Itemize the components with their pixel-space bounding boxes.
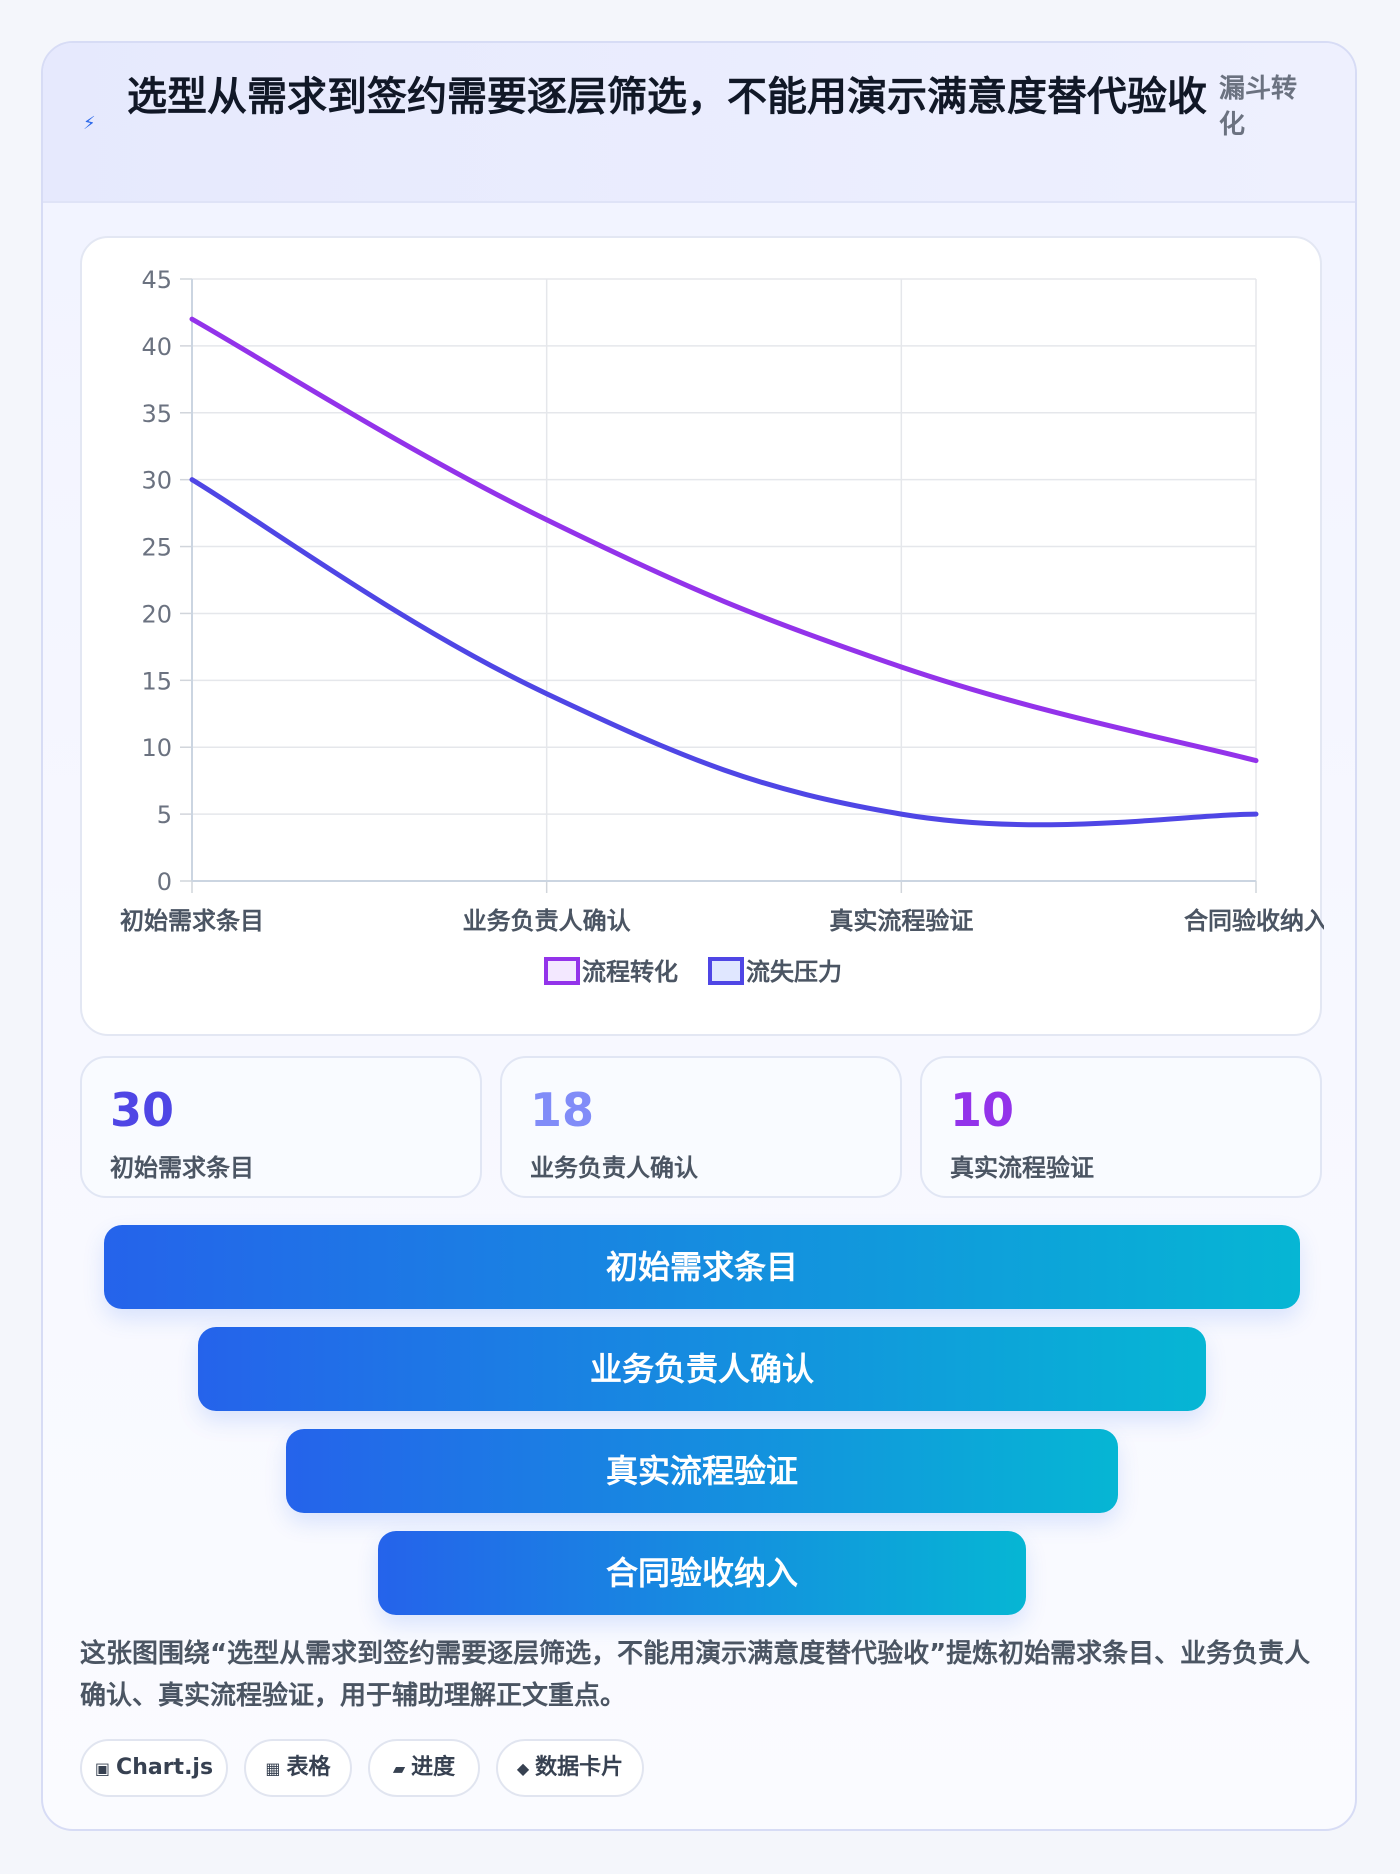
- stat-label: 真实流程验证: [950, 1154, 1094, 1182]
- chip-label: Chart.js: [116, 1755, 214, 1780]
- chip-data-card[interactable]: ◆ 数据卡片: [496, 1739, 644, 1797]
- lightning-icon: ⚡: [83, 113, 96, 134]
- y-tick-label: 45: [141, 266, 172, 294]
- series-line-1: [189, 316, 1259, 764]
- table-icon: ▦: [265, 1759, 281, 1778]
- chart-panel: 0 5 10 15 20 25 30 35 40 45 初始需求条目 业务负责人确认 真实流程验证 合同验…: [80, 236, 1324, 1036]
- chart-description: 这张图围绕“选型从需求到签约需要逐层筛选，不能用演示满意度替代验收”提炼初始需求…: [80, 1639, 1311, 1711]
- y-tick-label: 0: [157, 868, 172, 896]
- stat-label: 初始需求条目: [110, 1154, 254, 1182]
- content-card: ⚡ 选型从需求到签约需要逐层筛选，不能用演示满意度替代验收 漏斗转化 0 5 10 1…: [41, 41, 1357, 1831]
- legend-swatch: [544, 957, 580, 985]
- chip-label: 表格: [286, 1755, 331, 1780]
- data-card-icon: ◆: [516, 1759, 530, 1778]
- legend-swatch: [708, 957, 744, 985]
- chip-label: 数据卡片: [535, 1755, 624, 1780]
- stat-value: 10: [950, 1083, 1015, 1137]
- chip-progress[interactable]: ▰ 进度: [368, 1739, 480, 1797]
- funnel-stage: 初始需求条目: [104, 1225, 1300, 1309]
- y-tick-label: 25: [141, 534, 172, 562]
- stat-label: 业务负责人确认: [530, 1154, 698, 1182]
- y-tick-label: 20: [141, 600, 172, 628]
- stat-value: 30: [110, 1083, 175, 1137]
- y-tick-label: 40: [141, 333, 172, 361]
- legend-label: 流程转化: [582, 958, 678, 986]
- x-tick-label: 业务负责人确认: [463, 907, 631, 935]
- y-tick-label: 35: [141, 400, 172, 428]
- line-chart: 0 5 10 15 20 25 30 35 40 45 初始需求条目 业务负责人确认 真实流程验证 合同验…: [120, 266, 1324, 986]
- legend-label: 流失压力: [746, 958, 842, 986]
- funnel-stage: 业务负责人确认: [198, 1327, 1206, 1411]
- progress-icon: ▰: [392, 1759, 406, 1778]
- y-tick-label: 15: [141, 667, 172, 695]
- series-line-2: [189, 477, 1259, 828]
- chart-type-tag: 漏斗转化: [1219, 74, 1298, 140]
- stat-cards: 30 初始需求条目 18 业务负责人确认 10 真实流程验证: [80, 1056, 1322, 1198]
- funnel-stage: 合同验收纳入: [378, 1531, 1026, 1615]
- chip-chartjs[interactable]: ▣ Chart.js: [80, 1739, 228, 1797]
- stat-value: 18: [530, 1083, 595, 1137]
- chart-icon: ▣: [94, 1759, 111, 1778]
- x-tick-label: 真实流程验证: [829, 907, 973, 935]
- x-tick-label: 初始需求条目: [120, 907, 264, 935]
- stat-card: 10 真实流程验证: [920, 1056, 1322, 1198]
- y-tick-label: 5: [157, 801, 172, 829]
- y-tick-label: 30: [141, 467, 172, 495]
- page-title: 选型从需求到签约需要逐层筛选，不能用演示满意度替代验收: [127, 74, 1207, 120]
- card-header: ⚡ 选型从需求到签约需要逐层筛选，不能用演示满意度替代验收 漏斗转化: [43, 43, 1355, 203]
- x-tick-label: 合同验收纳入: [1184, 907, 1324, 935]
- funnel-stage: 真实流程验证: [286, 1429, 1118, 1513]
- stat-card: 30 初始需求条目: [80, 1056, 482, 1198]
- chip-label: 进度: [411, 1755, 456, 1780]
- y-tick-label: 10: [141, 734, 172, 762]
- chip-table[interactable]: ▦ 表格: [244, 1739, 352, 1797]
- stat-card: 18 业务负责人确认: [500, 1056, 902, 1198]
